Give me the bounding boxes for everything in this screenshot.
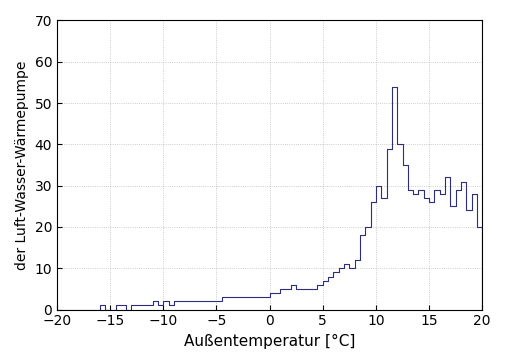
X-axis label: Außentemperatur [°C]: Außentemperatur [°C]	[184, 334, 355, 349]
Y-axis label: der Luft-Wasser-Wärmepumpe: der Luft-Wasser-Wärmepumpe	[15, 60, 29, 270]
